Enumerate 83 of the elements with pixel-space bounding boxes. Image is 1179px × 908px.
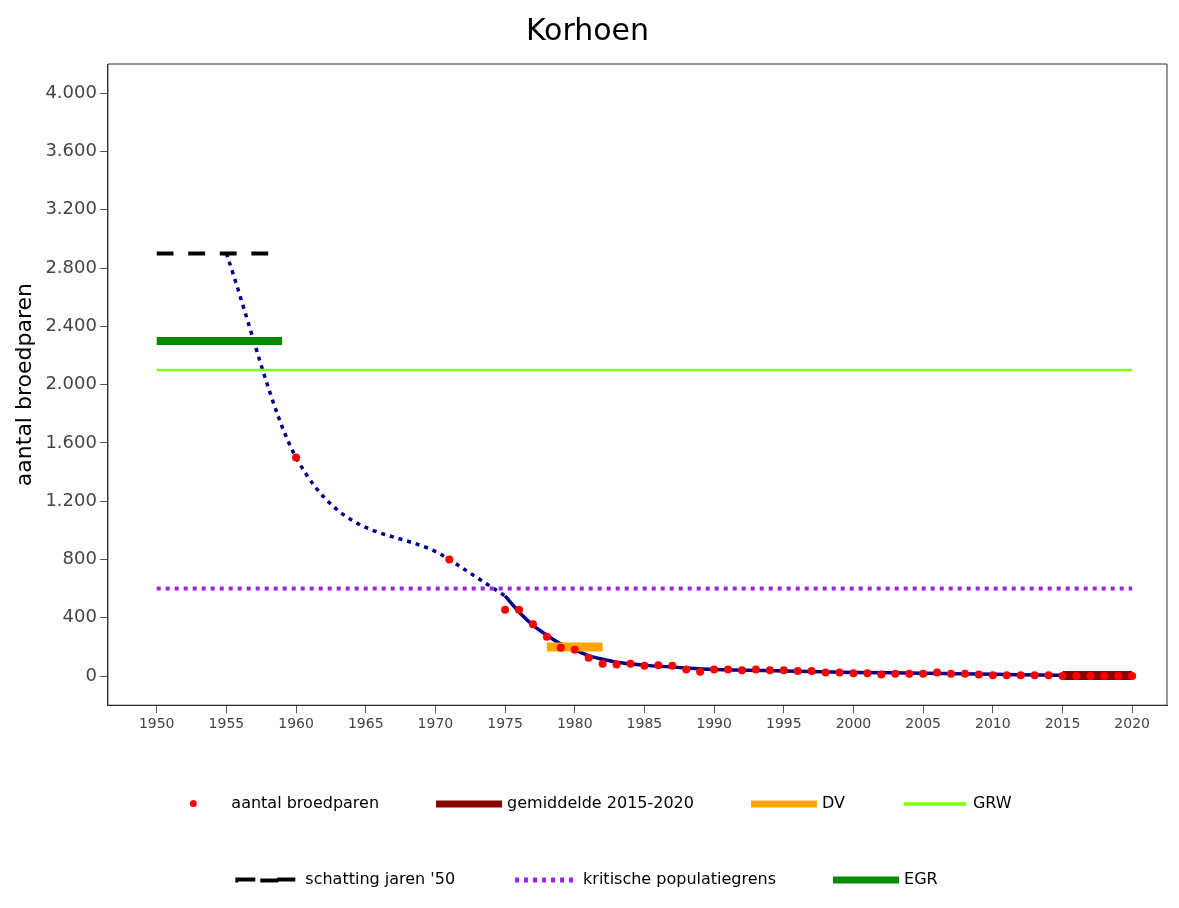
point (793, 666, 802, 675)
x-tick-label: 1990 (696, 715, 732, 732)
chart-title: Korhoen (525, 11, 650, 47)
point (626, 659, 635, 668)
point (988, 671, 997, 680)
y-tick-label: 1.200 (45, 488, 97, 510)
legend-label: gemiddelde 2015-2020 (507, 793, 694, 813)
x-tick-label: 2010 (974, 715, 1011, 732)
legend-label: DV (821, 793, 846, 813)
point (849, 669, 858, 678)
point (584, 653, 593, 662)
x-tick-label: 1965 (347, 715, 384, 732)
y-axis-title: aantal broedparen (10, 283, 36, 487)
legend-label: GRW (972, 793, 1012, 813)
point (445, 555, 454, 564)
point (668, 661, 677, 670)
y-tick-label: 2.000 (45, 372, 97, 394)
y-tick-label: 4.000 (45, 80, 97, 102)
legend-label: schatting jaren '50 (305, 869, 456, 889)
point (528, 620, 537, 629)
x-tick-label: 1970 (417, 715, 454, 732)
point (640, 661, 649, 670)
point (1002, 671, 1011, 680)
point (570, 645, 579, 654)
x-tick-label: 1980 (556, 715, 593, 732)
point (1128, 672, 1137, 681)
y-tick-label: 800 (62, 547, 97, 569)
point (933, 668, 942, 677)
point (765, 666, 774, 675)
y-tick-label: 400 (62, 605, 97, 627)
point (515, 605, 524, 614)
point (947, 669, 956, 678)
legend-label: EGR (904, 869, 938, 889)
point (1086, 672, 1095, 681)
x-tick-label: 2000 (835, 715, 872, 732)
point (919, 669, 928, 678)
point (960, 669, 969, 678)
point (1114, 672, 1123, 681)
x-tick-label: 1975 (487, 715, 523, 732)
point (863, 669, 872, 678)
y-tick-label: 3.600 (45, 139, 97, 161)
point (877, 670, 886, 679)
point (835, 668, 844, 677)
point (821, 668, 830, 677)
x-tick-label: 2015 (1044, 715, 1081, 732)
point (779, 666, 788, 675)
x-tick-label: 2020 (1114, 715, 1150, 732)
legend-label: kritische populatiegrens (583, 869, 777, 889)
point (905, 669, 914, 678)
point (556, 643, 565, 652)
point (1058, 672, 1067, 681)
point (542, 632, 551, 641)
y-tick-label: 0 (85, 663, 97, 685)
point (682, 665, 691, 674)
x-tick-label: 1995 (765, 715, 802, 732)
point (737, 666, 746, 675)
point (501, 605, 510, 614)
y-tick-label: 2.800 (45, 255, 97, 277)
y-tick-label: 1.600 (45, 430, 97, 452)
y-tick-label: 3.200 (45, 197, 97, 219)
point (807, 666, 816, 675)
point (974, 670, 983, 679)
point (696, 667, 705, 676)
point (891, 669, 900, 678)
x-tick-label: 1985 (626, 715, 663, 732)
point (710, 665, 719, 674)
x-tick-label: 1960 (278, 715, 314, 732)
point (1030, 671, 1039, 680)
point (292, 453, 301, 462)
y-tick-label: 2.400 (45, 313, 97, 335)
x-tick-label: 1950 (138, 715, 175, 732)
point (724, 665, 733, 674)
point (1044, 671, 1053, 680)
point (1100, 672, 1109, 681)
point (654, 661, 663, 670)
legend-label: aantal broedparen (231, 793, 380, 813)
point (598, 659, 607, 668)
point (1016, 671, 1025, 680)
point (612, 660, 621, 669)
point (1072, 672, 1081, 681)
x-tick-label: 2005 (905, 715, 941, 732)
point (751, 665, 760, 674)
x-tick-label: 1955 (208, 715, 245, 732)
